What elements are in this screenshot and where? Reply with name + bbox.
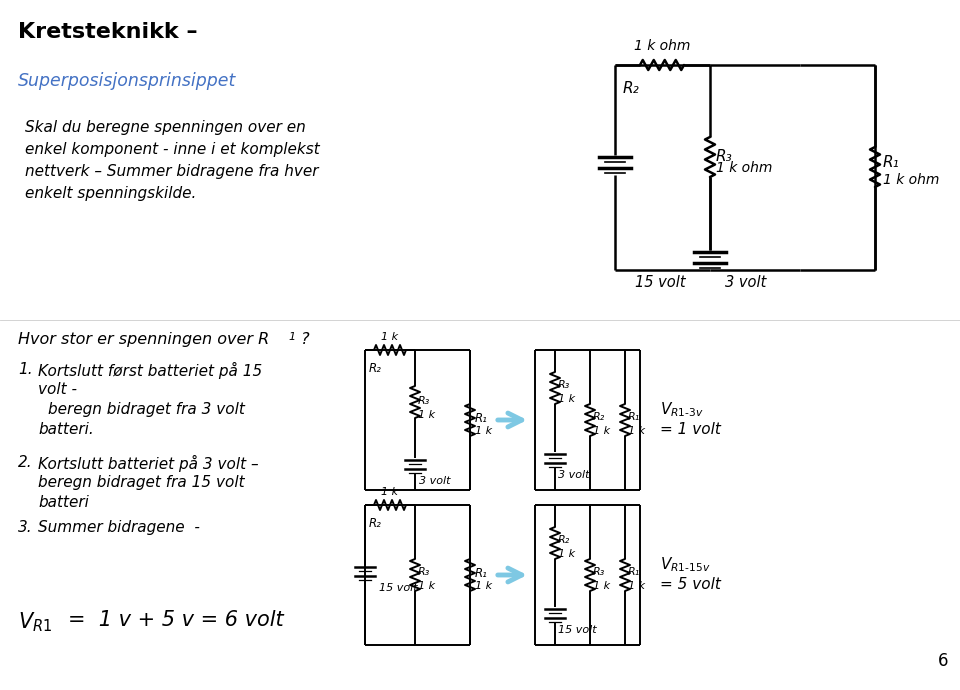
Text: 6: 6 (938, 652, 948, 670)
Text: R₂: R₂ (369, 517, 382, 530)
Text: $V_{R1\text{-}3v}$: $V_{R1\text{-}3v}$ (660, 400, 704, 419)
Text: batteri.: batteri. (38, 422, 94, 437)
Text: = 1 volt: = 1 volt (660, 422, 721, 437)
Text: R₁: R₁ (628, 412, 640, 422)
Text: $V_{R1\text{-}15v}$: $V_{R1\text{-}15v}$ (660, 555, 710, 573)
Text: 1 k ohm: 1 k ohm (716, 161, 773, 175)
Text: $V_{R1}$: $V_{R1}$ (18, 610, 52, 633)
Text: enkel komponent - inne i et komplekst: enkel komponent - inne i et komplekst (25, 142, 320, 157)
Text: R₃: R₃ (716, 149, 732, 164)
Text: R₂: R₂ (558, 535, 570, 545)
Text: enkelt spenningskilde.: enkelt spenningskilde. (25, 186, 197, 201)
Text: R₁: R₁ (883, 155, 900, 170)
Text: beregn bidraget fra 15 volt: beregn bidraget fra 15 volt (38, 475, 245, 490)
Text: 15 volt: 15 volt (558, 625, 596, 635)
Text: 3 volt: 3 volt (419, 476, 450, 486)
Text: R₃: R₃ (593, 567, 605, 577)
Text: R₃: R₃ (418, 396, 430, 406)
Text: 1 k: 1 k (418, 581, 435, 591)
Text: 1 k ohm: 1 k ohm (883, 173, 940, 187)
Text: volt -: volt - (38, 382, 77, 397)
Text: 1 k: 1 k (418, 410, 435, 420)
Text: Skal du beregne spenningen over en: Skal du beregne spenningen over en (25, 120, 305, 135)
Text: R₃: R₃ (558, 380, 570, 390)
Text: beregn bidraget fra 3 volt: beregn bidraget fra 3 volt (48, 402, 245, 417)
Text: 2.: 2. (18, 455, 33, 470)
Text: 1.: 1. (18, 362, 33, 377)
Text: Hvor stor er spenningen over R: Hvor stor er spenningen over R (18, 332, 269, 347)
Text: Superposisjonsprinsippet: Superposisjonsprinsippet (18, 72, 236, 90)
Text: ?: ? (296, 332, 310, 347)
Text: 1 k: 1 k (381, 487, 398, 497)
Text: 3 volt: 3 volt (725, 275, 766, 290)
Text: = 5 volt: = 5 volt (660, 577, 721, 592)
Text: =  1 v + 5 v = 6 volt: = 1 v + 5 v = 6 volt (68, 610, 283, 630)
Text: 1 k: 1 k (558, 549, 575, 559)
Text: Kretsteknikk –: Kretsteknikk – (18, 22, 198, 42)
Text: nettverk – Summer bidragene fra hver: nettverk – Summer bidragene fra hver (25, 164, 319, 179)
Text: 1 k: 1 k (593, 581, 611, 591)
Text: 1 k ohm: 1 k ohm (634, 39, 690, 53)
Text: Kortslutt batteriet på 3 volt –: Kortslutt batteriet på 3 volt – (38, 455, 258, 472)
Text: R₂: R₂ (593, 412, 605, 422)
Text: R₁: R₁ (475, 567, 488, 580)
Text: R₂: R₂ (623, 81, 639, 96)
Text: 1 k: 1 k (381, 332, 398, 342)
Text: R₃: R₃ (418, 567, 430, 577)
Text: batteri: batteri (38, 495, 89, 510)
Text: R₁: R₁ (628, 567, 640, 577)
Text: 1 k: 1 k (593, 426, 611, 436)
Text: 15 volt: 15 volt (379, 583, 418, 593)
Text: 1 k: 1 k (475, 581, 492, 591)
Text: 1: 1 (288, 332, 295, 342)
Text: Kortslutt først batteriet på 15: Kortslutt først batteriet på 15 (38, 362, 262, 379)
Text: 1 k: 1 k (628, 426, 645, 436)
Text: 1 k: 1 k (475, 426, 492, 436)
Text: 1 k: 1 k (628, 581, 645, 591)
Text: Summer bidragene  -: Summer bidragene - (38, 520, 200, 535)
Text: 3 volt: 3 volt (558, 470, 589, 480)
Text: R₂: R₂ (369, 362, 382, 375)
Text: R₁: R₁ (475, 412, 488, 425)
Text: 3.: 3. (18, 520, 33, 535)
Text: 15 volt: 15 volt (635, 275, 685, 290)
Text: 1 k: 1 k (558, 394, 575, 404)
